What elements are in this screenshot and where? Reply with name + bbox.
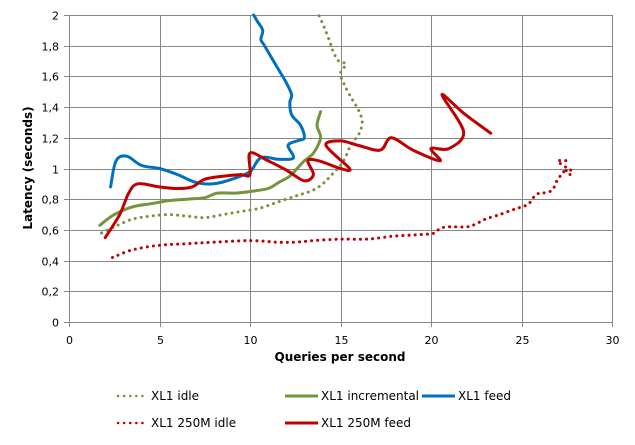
y-axis-title: Latency (seconds) bbox=[21, 106, 35, 229]
legend-label: XL1 feed bbox=[458, 389, 511, 403]
x-axis-title: Queries per second bbox=[275, 350, 406, 364]
y-tick-label: 0,6 bbox=[42, 225, 60, 238]
y-tick-label: 1,2 bbox=[42, 133, 60, 146]
x-axis-ticks: 0 5 10 15 20 25 30 bbox=[66, 334, 620, 347]
legend-label: XL1 250M feed bbox=[321, 416, 411, 430]
y-axis-ticks: 0 0,2 0,4 0,6 0,8 1 1,2 1,4 1,6 1,8 2 bbox=[42, 10, 60, 330]
x-tick-label: 10 bbox=[244, 334, 258, 347]
y-tick-label: 0,8 bbox=[42, 194, 60, 207]
y-tick-label: 1,4 bbox=[42, 102, 60, 115]
x-tick-label: 15 bbox=[335, 334, 349, 347]
series-lines bbox=[98, 13, 574, 259]
x-tick-label: 5 bbox=[157, 334, 164, 347]
legend-label: XL1 incremental bbox=[321, 389, 419, 403]
x-tick-label: 0 bbox=[66, 334, 73, 347]
x-tick-label: 25 bbox=[516, 334, 530, 347]
legend-item-xl1-250m-feed: XL1 250M feed bbox=[285, 416, 411, 430]
y-tick-label: 1 bbox=[52, 164, 59, 177]
legend-item-xl1-feed: XL1 feed bbox=[422, 389, 511, 403]
y-tick-label: 1,8 bbox=[42, 41, 60, 54]
legend-item-xl1-250m-idle: XL1 250M idle bbox=[116, 416, 236, 430]
y-tick-label: 0,2 bbox=[42, 286, 60, 299]
legend: XL1 idle XL1 incremental XL1 feed XL1 250M … bbox=[116, 389, 511, 430]
series-xl1-idle bbox=[100, 13, 364, 235]
y-tick-label: 1,6 bbox=[42, 71, 60, 84]
legend-item-xl1-incremental: XL1 incremental bbox=[285, 389, 419, 403]
series-xl1-250m-feed bbox=[103, 92, 493, 240]
x-tick-label: 20 bbox=[425, 334, 439, 347]
series-xl1-incremental bbox=[98, 110, 323, 227]
y-tick-label: 0 bbox=[52, 317, 59, 330]
legend-item-xl1-idle: XL1 idle bbox=[116, 389, 199, 403]
y-tick-label: 2 bbox=[52, 10, 59, 23]
legend-label: XL1 idle bbox=[151, 389, 199, 403]
x-tick-label: 30 bbox=[606, 334, 620, 347]
y-tick-label: 0,4 bbox=[42, 256, 60, 269]
series-xl1-feed bbox=[109, 13, 306, 189]
legend-label: XL1 250M idle bbox=[151, 416, 236, 430]
